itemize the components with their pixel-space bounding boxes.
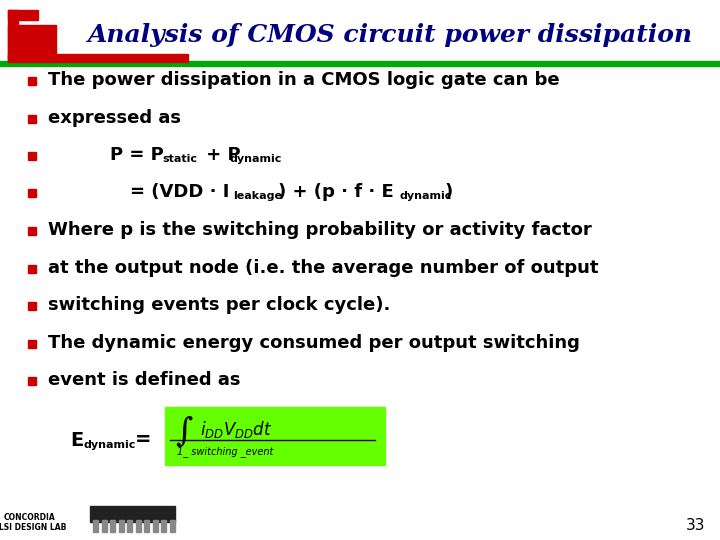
Text: ): ) <box>445 183 454 201</box>
Bar <box>8 25 56 60</box>
Bar <box>28 115 36 123</box>
Bar <box>28 227 36 235</box>
Bar <box>169 520 174 532</box>
Text: P = P: P = P <box>110 146 163 164</box>
Text: static: static <box>162 154 197 164</box>
Bar <box>28 340 36 348</box>
Text: ∫: ∫ <box>175 416 192 448</box>
Text: CONCORDIA: CONCORDIA <box>4 514 56 523</box>
Bar <box>144 520 149 532</box>
Text: Where p is the switching probability or activity factor: Where p is the switching probability or … <box>48 221 592 239</box>
Text: switching events per clock cycle).: switching events per clock cycle). <box>48 296 390 314</box>
Bar <box>28 302 36 310</box>
Text: dynamic: dynamic <box>83 440 135 450</box>
Text: leakage: leakage <box>233 191 282 201</box>
Bar <box>8 10 18 60</box>
Text: dynamic: dynamic <box>230 154 282 164</box>
Bar <box>153 520 158 532</box>
Text: 1_ switching _event: 1_ switching _event <box>177 447 274 457</box>
Bar <box>110 520 115 532</box>
Text: at the output node (i.e. the average number of output: at the output node (i.e. the average num… <box>48 259 598 277</box>
Bar <box>127 520 132 532</box>
Bar <box>161 520 166 532</box>
Bar <box>119 520 124 532</box>
Text: $i_{DD}V_{DD}dt$: $i_{DD}V_{DD}dt$ <box>200 420 272 441</box>
Text: event is defined as: event is defined as <box>48 371 240 389</box>
Bar <box>0 61 720 66</box>
Text: expressed as: expressed as <box>48 109 181 127</box>
Text: The power dissipation in a CMOS logic gate can be: The power dissipation in a CMOS logic ga… <box>48 71 559 89</box>
Text: 33: 33 <box>685 517 705 532</box>
Bar <box>28 152 36 160</box>
Bar <box>28 77 36 85</box>
Text: The dynamic energy consumed per output switching: The dynamic energy consumed per output s… <box>48 334 580 352</box>
Text: E: E <box>70 430 84 449</box>
Text: VLSI DESIGN LAB: VLSI DESIGN LAB <box>0 523 67 531</box>
Text: Analysis of CMOS circuit power dissipation: Analysis of CMOS circuit power dissipati… <box>88 23 693 47</box>
Bar <box>28 377 36 385</box>
Bar <box>28 189 36 197</box>
Text: + P: + P <box>200 146 240 164</box>
Text: = (VDD · I: = (VDD · I <box>130 183 230 201</box>
Text: =: = <box>135 430 151 449</box>
Bar <box>165 407 385 465</box>
Bar <box>8 54 188 62</box>
Bar <box>93 520 98 532</box>
Bar <box>102 520 107 532</box>
Bar <box>28 265 36 273</box>
Text: dynamic: dynamic <box>400 191 452 201</box>
Bar <box>135 520 140 532</box>
Bar <box>8 10 38 20</box>
Text: ) + (p · f · E: ) + (p · f · E <box>278 183 394 201</box>
Bar <box>90 506 175 522</box>
